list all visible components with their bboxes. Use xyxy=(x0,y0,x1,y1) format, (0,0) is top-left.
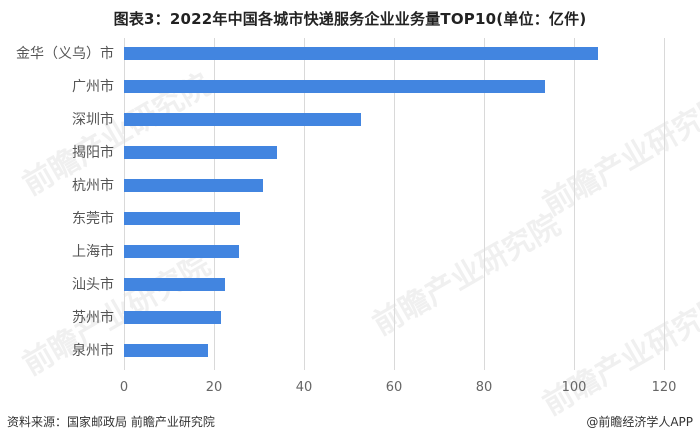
x-tick-label: 40 xyxy=(295,380,313,395)
chart-title: 图表3：2022年中国各城市快递服务企业业务量TOP10(单位：亿件) xyxy=(113,10,587,28)
x-tick-label: 0 xyxy=(119,380,129,395)
x-tick-label: 120 xyxy=(651,380,677,395)
category-label: 上海市 xyxy=(72,244,114,260)
category-label: 深圳市 xyxy=(72,112,114,128)
bar-row: 揭阳市 xyxy=(0,137,664,170)
category-label: 揭阳市 xyxy=(72,145,114,161)
gridline xyxy=(214,38,215,370)
gridline xyxy=(124,38,125,370)
category-label: 泉州市 xyxy=(72,343,114,359)
bar-row: 东莞市 xyxy=(0,203,664,236)
bar xyxy=(124,311,222,324)
x-tick-label: 100 xyxy=(561,380,587,395)
x-tick-label: 80 xyxy=(475,380,493,395)
bar xyxy=(124,245,240,258)
category-label: 广州市 xyxy=(72,79,114,95)
bar xyxy=(124,278,226,291)
gridline xyxy=(394,38,395,370)
category-label: 东莞市 xyxy=(72,211,114,227)
x-tick-label: 20 xyxy=(205,380,223,395)
category-label: 杭州市 xyxy=(72,178,114,194)
x-tick-label: 60 xyxy=(385,380,403,395)
bar xyxy=(124,80,546,93)
credit-note: @前瞻经济学人APP xyxy=(586,415,693,429)
bar-row: 上海市 xyxy=(0,236,664,269)
bar-row: 苏州市 xyxy=(0,302,664,335)
bar-row: 金华（义乌）市 xyxy=(0,38,664,71)
gridline xyxy=(484,38,485,370)
bar xyxy=(124,344,209,357)
bar-row: 深圳市 xyxy=(0,104,664,137)
bar xyxy=(124,47,598,60)
bar-row: 泉州市 xyxy=(0,335,664,368)
bar-row: 杭州市 xyxy=(0,170,664,203)
bar xyxy=(124,179,264,192)
bar xyxy=(124,146,277,159)
gridline xyxy=(304,38,305,370)
plot-area: 金华（义乌）市广州市深圳市揭阳市杭州市东莞市上海市汕头市苏州市泉州市 xyxy=(16,38,665,370)
gridline xyxy=(574,38,575,370)
bar xyxy=(124,212,241,225)
bar xyxy=(124,113,362,126)
x-axis-ticks: 0 20 40 60 80 100 120 xyxy=(120,380,677,398)
gridline xyxy=(664,38,665,370)
bar-row: 汕头市 xyxy=(0,269,664,302)
source-note: 资料来源：国家邮政局 前瞻产业研究院 xyxy=(7,415,215,429)
category-label: 金华（义乌）市 xyxy=(16,46,114,62)
category-label: 汕头市 xyxy=(72,277,114,293)
category-label: 苏州市 xyxy=(72,310,114,326)
bar-row: 广州市 xyxy=(0,71,664,104)
